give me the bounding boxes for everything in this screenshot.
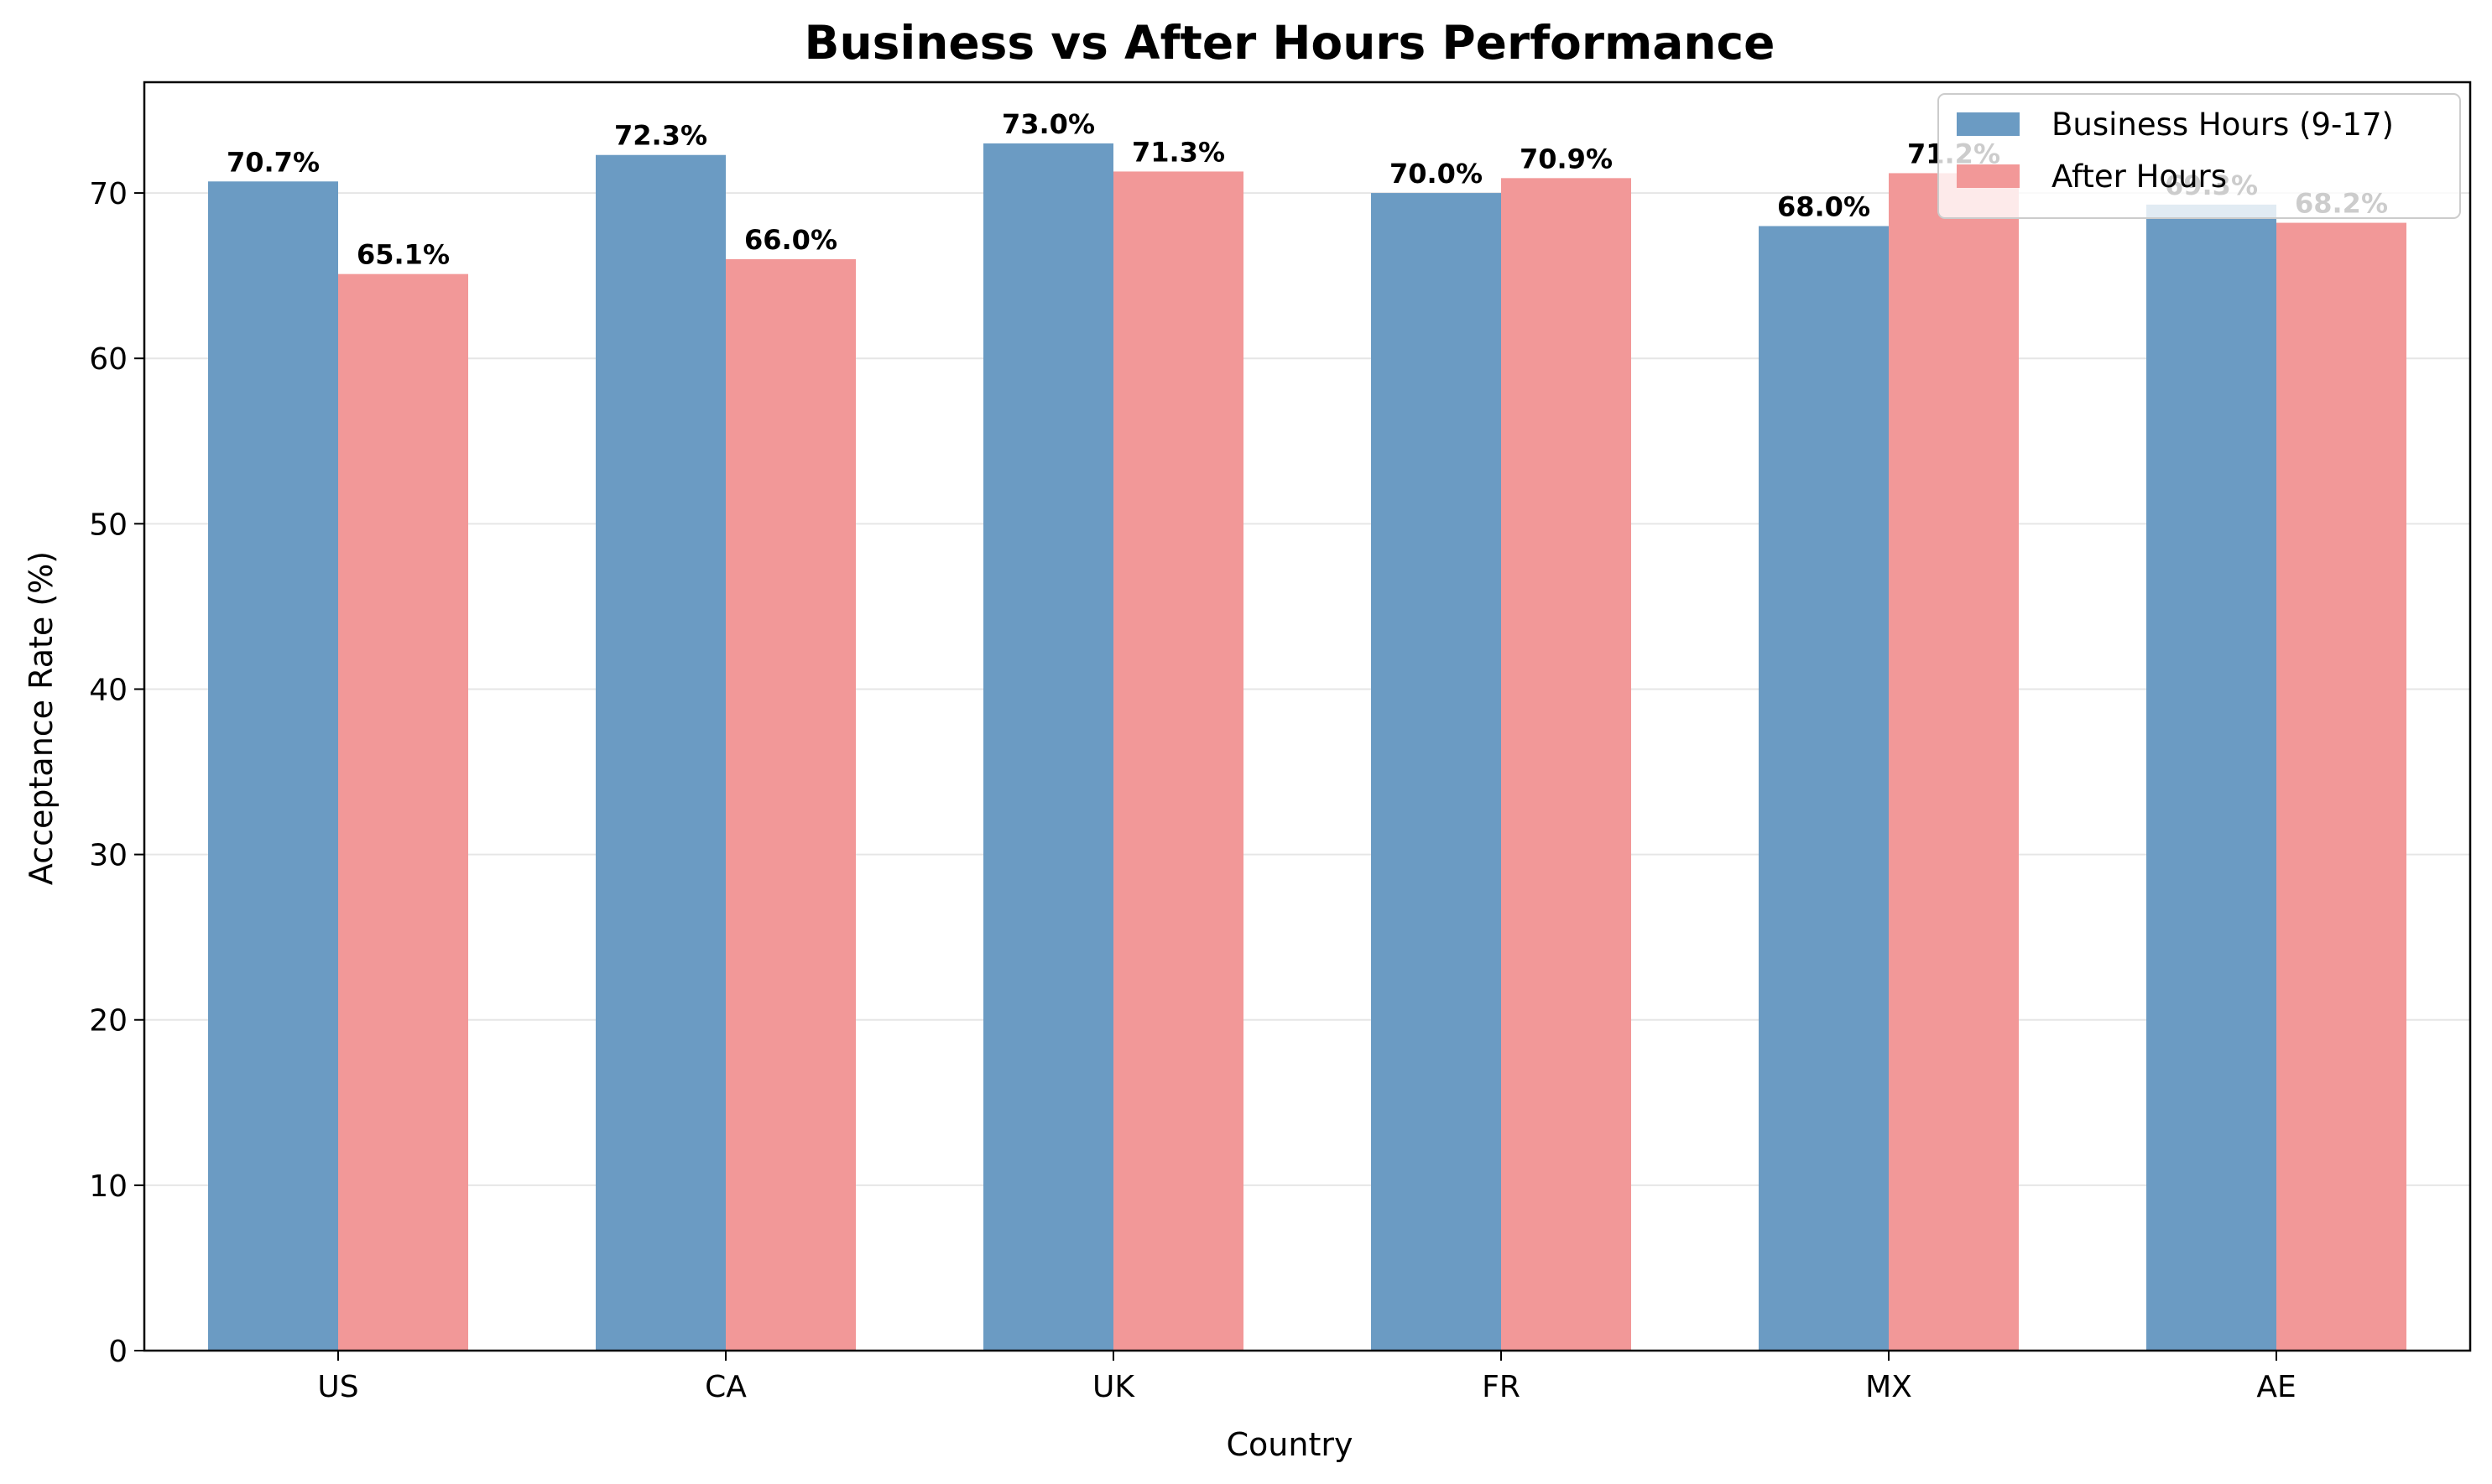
x-tick-label: AE	[2256, 1370, 2296, 1404]
legend-box	[1937, 93, 2461, 219]
y-tick-label: 60	[89, 342, 128, 377]
bar-value-label: 72.3%	[614, 120, 707, 152]
bar-ae-after-hours	[2276, 222, 2406, 1351]
bar-uk-after-hours	[1113, 171, 1243, 1351]
bar-us-business-hours	[208, 181, 338, 1351]
bar-value-label: 66.0%	[744, 224, 837, 256]
y-tick-label: 40	[89, 673, 128, 707]
bar-mx-after-hours	[1889, 173, 2019, 1351]
x-axis-label: Country	[1227, 1426, 1353, 1463]
bar-value-label: 65.1%	[357, 239, 450, 271]
bar-uk-business-hours	[983, 143, 1113, 1351]
x-tick-label: MX	[1865, 1370, 1912, 1404]
legend-label: After Hours	[2051, 159, 2227, 195]
y-axis-label: Acceptance Rate (%)	[23, 551, 60, 885]
bar-ca-business-hours	[596, 154, 726, 1351]
bar-ae-business-hours	[2146, 204, 2276, 1351]
bars-layer	[208, 143, 2406, 1351]
bar-us-after-hours	[338, 273, 468, 1351]
plot-frame	[143, 81, 2472, 1352]
legend-swatch	[1957, 112, 2020, 136]
y-tick-label: 10	[89, 1169, 128, 1204]
x-tick-label: UK	[1092, 1370, 1135, 1404]
y-tick-label: 0	[108, 1335, 128, 1369]
x-tick-label: US	[317, 1370, 358, 1404]
legend-swatch	[1957, 164, 2020, 188]
bar-value-label: 71.3%	[1132, 136, 1225, 168]
y-tick-label: 50	[89, 508, 128, 542]
legend-label: Business Hours (9-17)	[2051, 107, 2394, 143]
x-tick-label: FR	[1482, 1370, 1520, 1404]
bar-value-label: 70.7%	[227, 146, 320, 178]
y-tick-label: 70	[89, 177, 128, 211]
bar-fr-after-hours	[1501, 178, 1631, 1351]
bar-value-label: 73.0%	[1002, 108, 1095, 140]
bar-value-label: 68.0%	[1777, 191, 1870, 223]
y-tick-label: 20	[89, 1004, 128, 1039]
legend: Business Hours (9-17) After Hours	[1937, 93, 2461, 219]
bar-ca-after-hours	[726, 258, 856, 1351]
bar-value-label: 70.0%	[1389, 158, 1483, 190]
y-tick-label: 30	[89, 839, 128, 873]
axes-layer: 0 10 20 30 40 50 60 70 US CA UK FR MX AE	[89, 81, 2472, 1404]
chart-title: Business vs After Hours Performance	[805, 16, 1775, 70]
bar-mx-business-hours	[1759, 226, 1889, 1351]
bar-value-label: 70.9%	[1520, 143, 1613, 174]
x-tick-label: CA	[705, 1370, 747, 1404]
bar-fr-business-hours	[1371, 193, 1501, 1351]
